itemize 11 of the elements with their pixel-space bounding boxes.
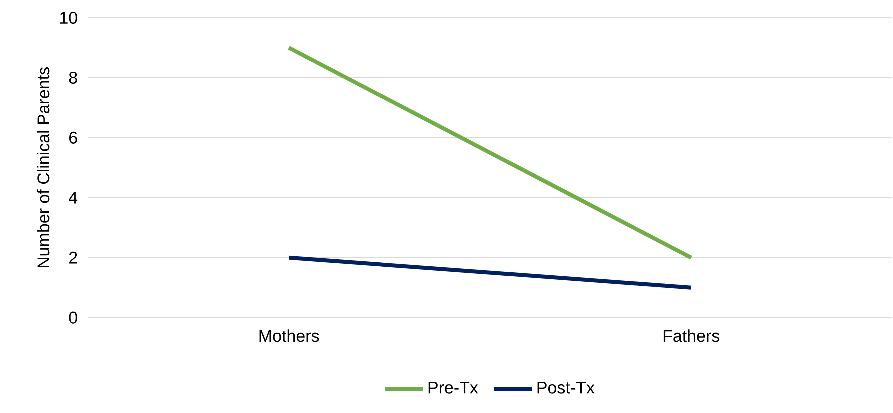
legend-label: Pre-Tx — [428, 382, 478, 394]
y-tick-label: 2 — [70, 252, 78, 264]
legend-label: Post-Tx — [538, 382, 595, 394]
y-tick-label: 4 — [69, 192, 78, 204]
y-tick-label: 10 — [60, 12, 78, 24]
y-axis-title: Number of Clinical Parents — [37, 68, 50, 268]
y-tick-label: 8 — [69, 72, 78, 84]
y-tick-label: 6 — [70, 132, 78, 144]
y-tick-label: 0 — [69, 312, 78, 324]
x-tick-label: Mothers — [260, 330, 320, 342]
x-tick-label: Fathers — [664, 330, 720, 342]
